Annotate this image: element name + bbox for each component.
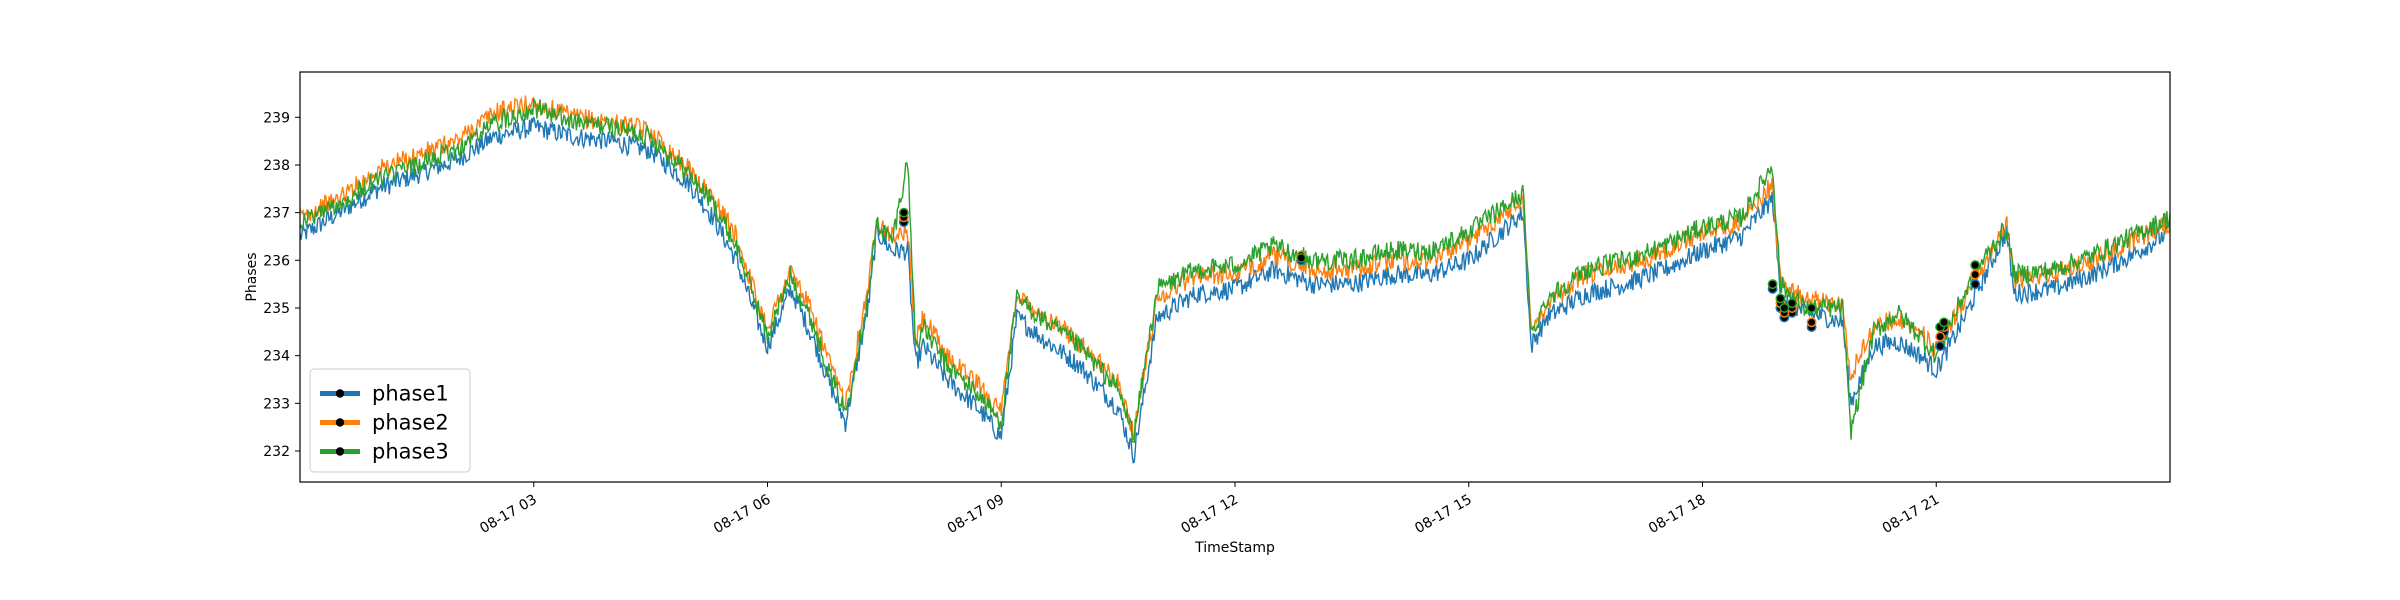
legend-item-phase3: phase3 [320,440,449,464]
marker-point-phase2 [1935,331,1946,342]
legend: phase1 phase2 phase3 [309,368,471,473]
x-axis-label: TimeStamp [1194,540,1275,556]
legend-marker [335,447,345,456]
y-tick-label: 239 [263,110,290,126]
marker-point-phase2 [1970,269,1981,280]
legend-label: phase1 [372,382,449,406]
legend-label: phase2 [372,411,449,435]
marker-layer [898,207,1981,352]
y-tick-label: 235 [263,301,290,317]
series-line-phase2 [300,95,2170,441]
marker-point-phase1 [1970,279,1981,290]
marker-point-phase3 [1939,317,1949,328]
marker-point-phase3 [1806,303,1817,313]
marker-point-phase3 [1296,252,1307,263]
y-tick-label: 237 [263,206,290,222]
marker-point-phase3 [1767,279,1778,290]
legend-marker [335,389,345,398]
legend-marker [335,418,345,427]
marker-point-phase3 [1775,293,1786,304]
marker-point-phase3 [1787,298,1798,309]
marker-point-phase3 [1779,303,1790,313]
legend-item-phase1: phase1 [320,382,449,406]
marker-point-phase1 [1935,341,1946,352]
marker-point-phase2 [1806,317,1817,328]
series-line-phase1 [300,116,2170,464]
series-layer [300,95,2170,464]
marker-point-phase3 [898,207,909,218]
y-tick-label: 238 [263,158,290,174]
y-tick-label: 234 [263,349,290,365]
marker-point-phase3 [1970,260,1981,271]
y-axis: 232 233 234 235 236 237 238 239 [263,110,300,460]
y-axis-label: Phases [244,252,260,301]
y-tick-label: 236 [263,253,290,269]
legend-label: phase3 [372,440,449,464]
series-line-phase3 [300,96,2170,444]
y-tick-label: 232 [263,444,290,460]
y-tick-label: 233 [263,396,290,412]
legend-item-phase2: phase2 [320,411,449,435]
